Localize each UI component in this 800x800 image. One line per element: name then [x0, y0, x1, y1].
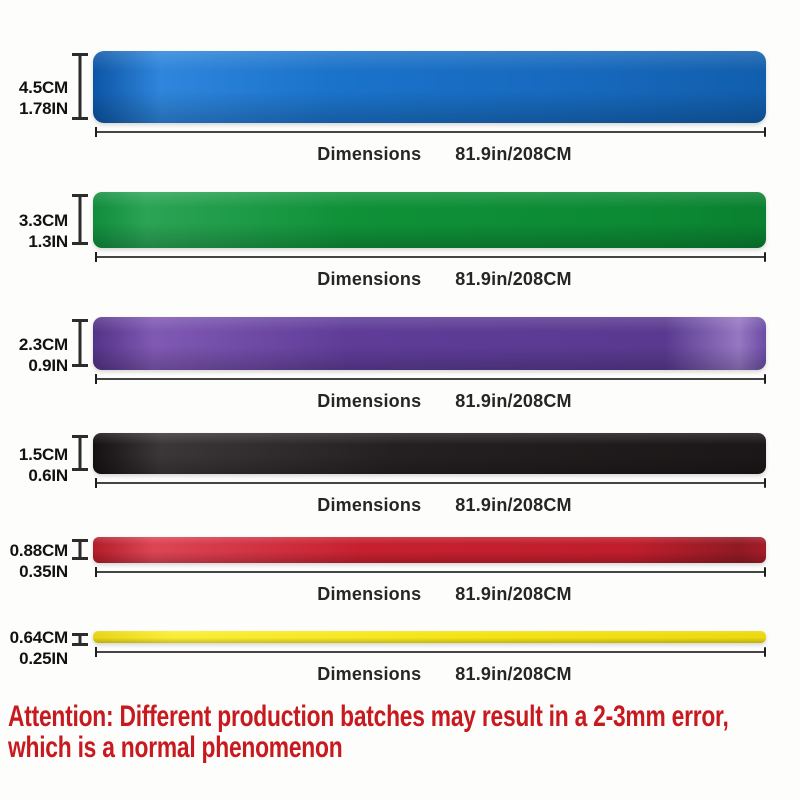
height-bracket-icon: [72, 539, 88, 560]
height-bracket-icon: [72, 435, 88, 471]
dimension-label: Dimensions: [317, 584, 422, 604]
height-bracket-icon: [72, 53, 88, 120]
resistance-band-red: [93, 537, 766, 563]
resistance-band-purple: [93, 317, 766, 370]
length-dimension-text: Dimensions 81.9in/208CM: [93, 494, 766, 516]
height-bracket-icon: [72, 633, 88, 646]
thickness-in: 0.6IN: [28, 465, 68, 485]
thickness-label: 2.3CM 0.9IN: [0, 334, 68, 376]
dimension-label: Dimensions: [317, 495, 422, 515]
thickness-cm: 0.88CM: [9, 541, 69, 560]
dimension-label: Dimensions: [317, 144, 422, 164]
thickness-cm: 1.5CM: [18, 444, 68, 464]
dimension-value: 81.9in/208CM: [455, 269, 572, 289]
resistance-band-blue: [93, 51, 766, 123]
length-dimension-line: [95, 252, 766, 262]
thickness-cm: 0.64CM: [9, 628, 69, 647]
length-dimension-line: [95, 647, 766, 657]
dimension-label: Dimensions: [317, 664, 422, 684]
thickness-label: 0.64CM 0.25IN: [0, 627, 69, 669]
thickness-label: 1.5CM 0.6IN: [0, 444, 68, 486]
resistance-band-black: [93, 433, 766, 474]
length-dimension-text: Dimensions 81.9in/208CM: [93, 390, 766, 412]
thickness-in: 0.25IN: [19, 649, 68, 668]
thickness-in: 0.9IN: [28, 355, 68, 375]
length-dimension-line: [95, 567, 766, 577]
thickness-cm: 2.3CM: [18, 334, 68, 354]
thickness-in: 1.3IN: [28, 232, 68, 251]
length-dimension-text: Dimensions 81.9in/208CM: [93, 268, 766, 290]
length-dimension-line: [95, 478, 766, 488]
attention-line-2: which is a normal phenomenon: [8, 731, 343, 764]
dimension-label: Dimensions: [317, 269, 422, 289]
resistance-band-green: [93, 192, 766, 248]
thickness-label: 3.3CM 1.3IN: [0, 210, 68, 252]
thickness-in: 1.78IN: [19, 99, 68, 118]
length-dimension-text: Dimensions 81.9in/208CM: [93, 663, 766, 685]
thickness-label: 0.88CM 0.35IN: [0, 540, 69, 582]
dimension-label: Dimensions: [317, 391, 422, 411]
length-dimension-text: Dimensions 81.9in/208CM: [93, 143, 766, 165]
attention-line-1: Attention: Different production batches …: [8, 700, 729, 733]
dimension-value: 81.9in/208CM: [455, 664, 572, 684]
length-dimension-line: [95, 374, 766, 384]
dimension-value: 81.9in/208CM: [455, 584, 572, 604]
height-bracket-icon: [72, 194, 88, 245]
dimension-value: 81.9in/208CM: [455, 391, 572, 411]
dimension-value: 81.9in/208CM: [455, 144, 572, 164]
thickness-in: 0.35IN: [19, 562, 68, 581]
resistance-band-yellow: [93, 631, 766, 643]
dimension-value: 81.9in/208CM: [455, 495, 572, 515]
thickness-cm: 4.5CM: [18, 78, 68, 97]
thickness-cm: 3.3CM: [18, 211, 68, 230]
length-dimension-line: [95, 127, 766, 137]
thickness-label: 4.5CM 1.78IN: [0, 77, 68, 119]
attention-note: Attention: Different production batches …: [8, 701, 729, 763]
height-bracket-icon: [72, 319, 88, 367]
length-dimension-text: Dimensions 81.9in/208CM: [93, 583, 766, 605]
